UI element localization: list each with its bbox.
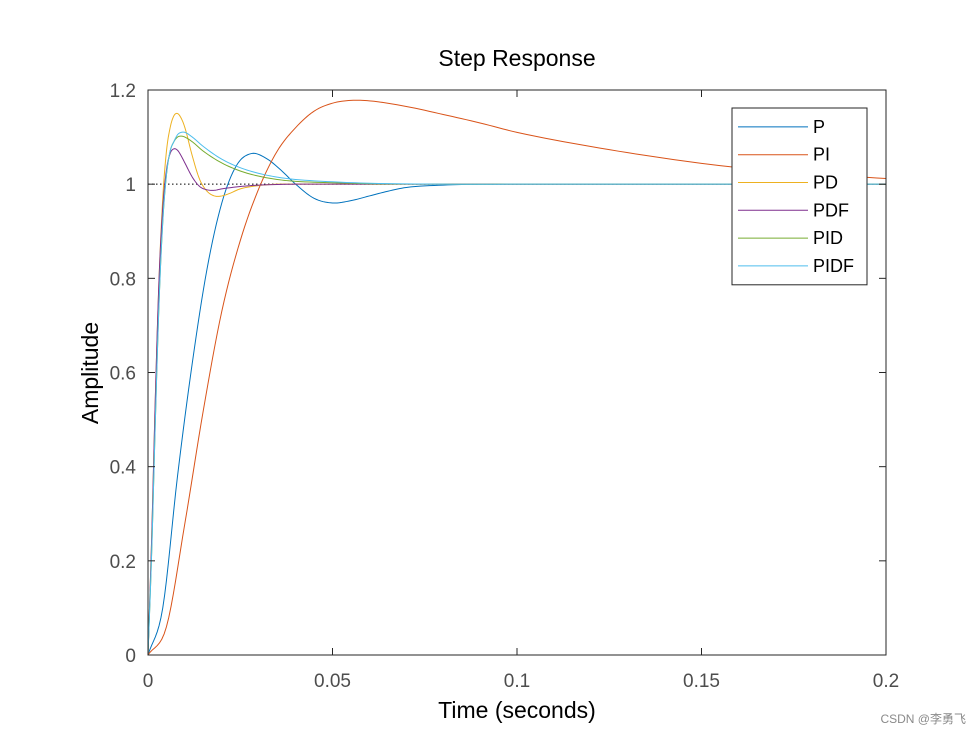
series-line-pdf: [147, 148, 886, 656]
x-tick-label: 0.1: [504, 671, 530, 692]
y-tick-label: 1: [125, 175, 136, 196]
y-tick-label: 0.2: [110, 552, 136, 573]
legend[interactable]: P PI PD PDF PID PIDF: [731, 107, 868, 286]
y-tick-label: 0: [125, 646, 136, 667]
legend-box: [731, 107, 868, 286]
y-tick-label: 0.8: [110, 269, 136, 290]
x-tick-label: 0: [143, 671, 154, 692]
legend-label-pdf: PDF: [813, 200, 849, 220]
y-axis-label: Amplitude: [77, 322, 103, 424]
legend-label-p: P: [813, 117, 825, 137]
y-tick-label: 0.6: [110, 364, 136, 385]
chart-title: Step Response: [438, 45, 595, 71]
y-tick-label: 1.2: [110, 81, 136, 102]
series-layer: [147, 99, 887, 656]
y-tick-label: 0.4: [110, 458, 137, 479]
series-line-pidf: [147, 131, 886, 656]
x-tick-label: 0.15: [683, 671, 720, 692]
x-axis-label: Time (seconds): [438, 697, 596, 723]
tick-layer: 0 0.05 0.1 0.15 0.2 0 0.2 0.4 0.6 0.8 1 1.2: [110, 81, 900, 692]
legend-label-pd: PD: [813, 173, 838, 193]
series-line-pi: [147, 99, 887, 656]
legend-label-pi: PI: [813, 145, 830, 165]
legend-label-pidf: PIDF: [813, 256, 854, 276]
watermark: CSDN @李勇飞: [880, 712, 966, 726]
x-tick-label: 0.05: [314, 671, 351, 692]
legend-label-pid: PID: [813, 228, 843, 248]
x-tick-label: 0.2: [873, 671, 899, 692]
